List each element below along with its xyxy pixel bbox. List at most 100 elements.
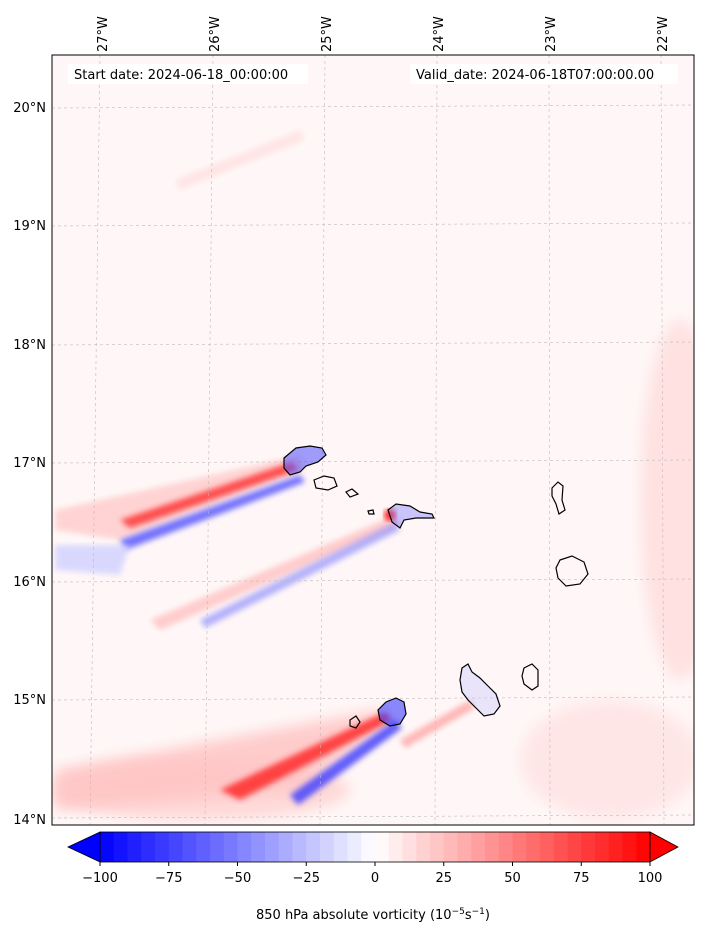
island-sao-vicente: [313, 475, 338, 491]
colorbar-label: 850 hPa absolute vorticity (10−5s−1): [256, 907, 490, 923]
colorbar-step: [333, 832, 348, 862]
colorbar-step: [567, 832, 582, 862]
island-maio: [521, 663, 539, 691]
colorbar-step: [361, 832, 376, 862]
colorbar-step: [512, 832, 527, 862]
colorbar-tick-label: −25: [293, 871, 320, 886]
colorbar-step: [430, 832, 445, 862]
wake-upper-west-negative: [55, 545, 130, 575]
vorticity-field: [52, 55, 694, 825]
colorbar-step: [581, 832, 596, 862]
island-sal: [551, 481, 566, 515]
colorbar-step: [553, 832, 568, 862]
colorbar-step: [540, 832, 555, 862]
latitude-labels: 20°N 19°N 18°N 17°N 16°N 15°N 14°N: [13, 101, 46, 828]
lat-label-20n: 20°N: [13, 101, 46, 116]
lat-label-15n: 15°N: [13, 693, 46, 708]
colorbar-ticks: −100 −75 −50 −25 0 25 50 75 100: [82, 862, 662, 886]
wake-middle-negative: [200, 522, 400, 628]
lon-label-24w: 24°W: [432, 16, 447, 52]
island-santiago: [459, 663, 501, 717]
lon-label-27w: 27°W: [96, 16, 111, 52]
coastlines: [283, 445, 589, 729]
island-sao-nicolau: [387, 503, 435, 529]
start-date-box: [68, 64, 308, 84]
colorbar-step: [306, 832, 321, 862]
colorbar-step: [265, 832, 280, 862]
east-positive-area: [640, 320, 694, 680]
colorbar-tick-label: 100: [638, 871, 663, 886]
colorbar-step: [182, 832, 197, 862]
colorbar-step: [251, 832, 266, 862]
lon-label-22w: 22°W: [656, 16, 671, 52]
colorbar-step: [388, 832, 403, 862]
colorbar-step: [622, 832, 637, 862]
colorbar-step: [443, 832, 458, 862]
field-background: [52, 55, 694, 825]
colorbar-step: [168, 832, 183, 862]
island-boa-vista: [555, 555, 589, 587]
colorbar-step: [636, 832, 651, 862]
wake-upper-negative: [120, 475, 305, 550]
colorbar-tick-label: 25: [435, 871, 452, 886]
wake-lower-positive: [220, 712, 392, 800]
colorbar-step: [375, 832, 390, 862]
colorbar-max-extend: [649, 831, 679, 863]
colorbar-step: [416, 832, 431, 862]
colorbar-tick-label: −75: [155, 871, 182, 886]
wake-upper-positive: [120, 462, 298, 528]
colorbar-step: [402, 832, 417, 862]
lat-label-17n: 17°N: [13, 456, 46, 471]
island-brava: [349, 715, 361, 729]
colorbar-step: [526, 832, 541, 862]
colorbar-step: [457, 832, 472, 862]
colorbar-tick-label: −100: [82, 871, 118, 886]
lat-label-14n: 14°N: [13, 813, 46, 828]
lat-label-19n: 19°N: [13, 219, 46, 234]
island-santa-luzia: [345, 488, 360, 498]
lat-label-16n: 16°N: [13, 575, 46, 590]
colorbar-step: [141, 832, 156, 862]
colorbar-step: [113, 832, 128, 862]
wake-middle-positive: [150, 515, 400, 630]
colorbar-step: [595, 832, 610, 862]
lon-label-23w: 23°W: [544, 16, 559, 52]
colorbar-step: [485, 832, 500, 862]
longitude-labels: 27°W 26°W 25°W 24°W 23°W 22°W: [96, 16, 671, 52]
colorbar-step: [320, 832, 335, 862]
north-streak: [175, 130, 305, 190]
gridlines: [52, 55, 694, 825]
colorbar-step: [278, 832, 293, 862]
start-date-label: Start date: 2024-06-18_00:00:00: [74, 68, 288, 83]
colorbar-step: [237, 832, 252, 862]
colorbar-tick-label: 50: [504, 871, 521, 886]
wake-lower-negative: [290, 720, 402, 805]
wake-upper-weak: [55, 455, 305, 540]
valid-date-label: Valid_date: 2024-06-18T07:00:00.00: [416, 68, 654, 83]
colorbar-min-extend: [67, 831, 101, 863]
map-frame: [51, 54, 695, 826]
colorbar-step: [100, 832, 115, 862]
island-raso: [367, 509, 375, 515]
colorbar-step: [292, 832, 307, 862]
colorbar-tick-label: −50: [224, 871, 251, 886]
colorbar-step: [471, 832, 486, 862]
wake-lower-weak: [55, 710, 395, 810]
colorbar-step: [196, 832, 211, 862]
colorbar-step: [127, 832, 142, 862]
colorbar-step: [223, 832, 238, 862]
colorbar-step: [608, 832, 623, 862]
colorbar-tick-label: 75: [573, 871, 590, 886]
lat-label-18n: 18°N: [13, 338, 46, 353]
colorbar: −100 −75 −50 −25 0 25 50 75 100 850 hPa absolute…: [67, 831, 679, 923]
lon-label-26w: 26°W: [208, 16, 223, 52]
wake-santiago-positive: [400, 700, 475, 748]
colorbar-step: [210, 832, 225, 862]
island-santo-antao: [283, 445, 327, 476]
colorbar-steps: [100, 832, 651, 862]
southeast-positive-area: [520, 700, 694, 820]
colorbar-step: [155, 832, 170, 862]
valid-date-box: [410, 64, 678, 84]
colorbar-tick-label: 0: [371, 871, 379, 886]
